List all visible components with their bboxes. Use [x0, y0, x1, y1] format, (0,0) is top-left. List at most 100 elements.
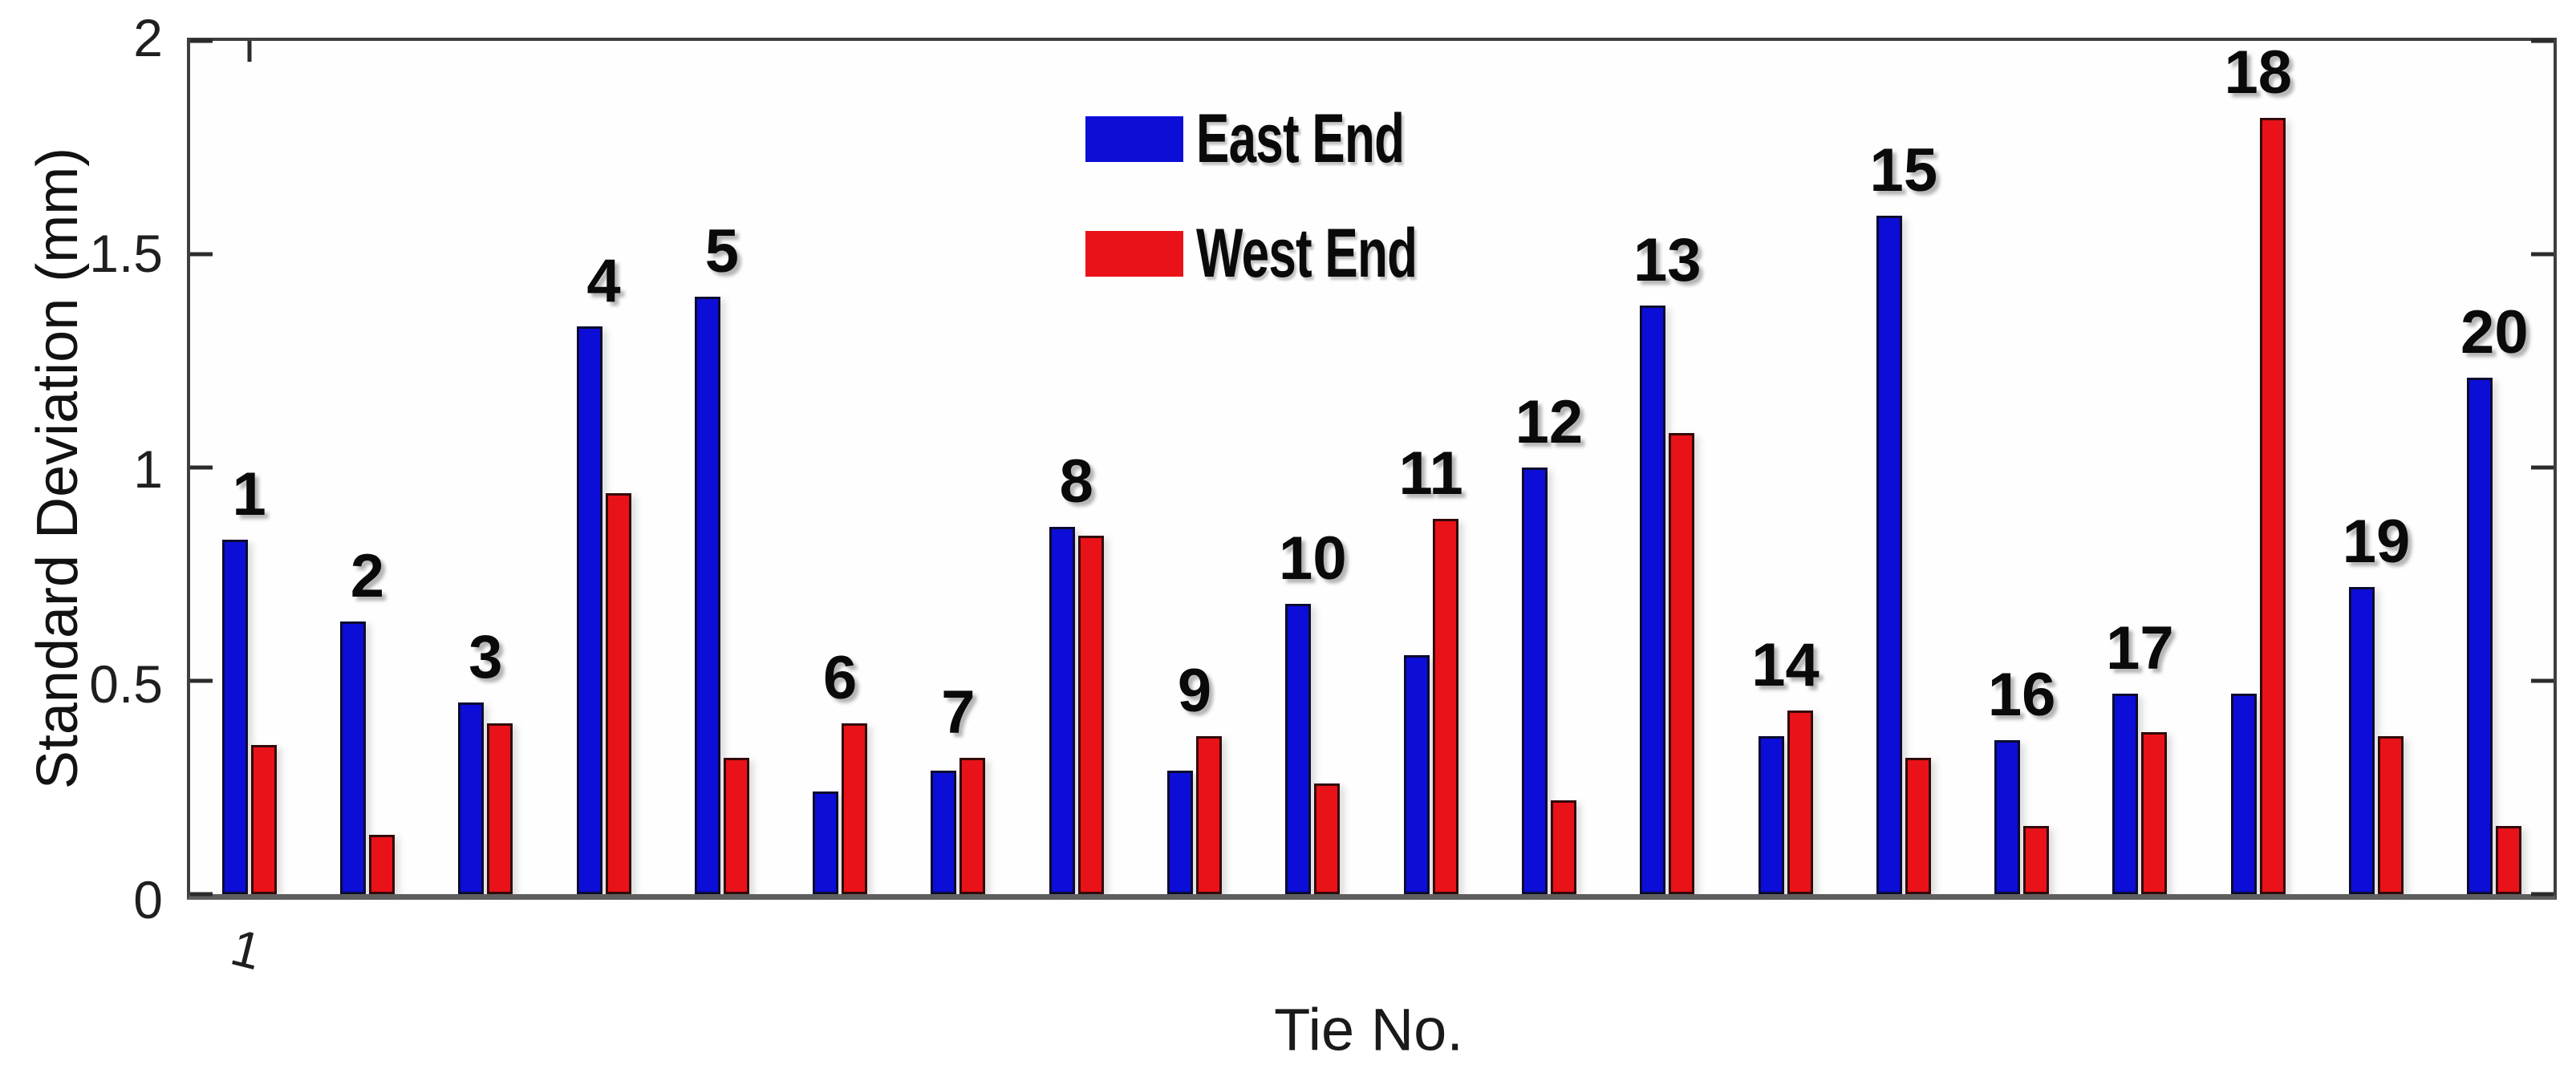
bar-group-5: 5	[663, 41, 781, 894]
bar-east-end-tie-6	[813, 791, 839, 894]
bar-group-19: 19	[2317, 41, 2435, 894]
tie-number-label-6: 6	[823, 644, 858, 713]
bar-group-18: 18	[2199, 41, 2317, 894]
tie-number-label-7: 7	[941, 678, 976, 747]
y-tick-mark-right-1.5	[2531, 252, 2554, 257]
bar-group-11: 11	[1372, 41, 1490, 894]
bar-group-14: 14	[1726, 41, 1844, 894]
bar-west-end-tie-16	[2023, 825, 2050, 894]
tie-number-label-12: 12	[1515, 388, 1584, 456]
bar-group-15: 15	[1844, 41, 1962, 894]
tie-number-label-20: 20	[2460, 298, 2529, 367]
bar-west-end-tie-10	[1314, 783, 1341, 894]
bar-group-10: 10	[1254, 41, 1372, 894]
tie-number-label-15: 15	[1869, 136, 1938, 205]
y-tick-mark-left-1	[190, 465, 213, 470]
bar-groups: 1 2 3 4 5 6 7 8 9 10 11 12 13 14 15 16 17 18 19 20	[190, 41, 2554, 894]
bar-east-end-tie-1	[221, 540, 248, 894]
legend-item-west-end: West End	[1085, 218, 1503, 289]
bar-east-end-tie-9	[1167, 770, 1194, 894]
y-tick-mark-left-0.5	[190, 678, 213, 683]
y-tick-mark-right-2	[2531, 38, 2554, 43]
bar-west-end-tie-7	[959, 757, 986, 894]
bar-west-end-tie-5	[723, 757, 749, 894]
tie-number-label-5: 5	[704, 217, 739, 286]
x-axis-title: Tie No.	[1274, 996, 1463, 1063]
tie-number-label-10: 10	[1279, 524, 1347, 593]
bar-east-end-tie-5	[694, 297, 720, 894]
bar-west-end-tie-2	[368, 834, 395, 894]
bar-west-end-tie-19	[2378, 736, 2404, 894]
tie-number-label-8: 8	[1059, 447, 1093, 516]
tie-number-label-19: 19	[2342, 507, 2411, 576]
bar-west-end-tie-20	[2496, 825, 2522, 894]
bar-east-end-tie-4	[576, 326, 602, 894]
bar-west-end-tie-8	[1077, 536, 1104, 894]
bar-west-end-tie-18	[2259, 117, 2286, 894]
y-tick-mark-right-0.5	[2531, 678, 2554, 683]
bar-east-end-tie-2	[339, 621, 366, 894]
bar-group-6: 6	[781, 41, 899, 894]
bar-west-end-tie-11	[1432, 518, 1458, 894]
plot-inner: 1 2 3 4 5 6 7 8 9 10 11 12 13 14 15 16 17 18 19 20 East End…	[190, 38, 2554, 897]
bar-west-end-tie-14	[1787, 711, 1813, 894]
y-tick-label-1.5: 1.5	[89, 223, 163, 283]
tie-number-label-11: 11	[1398, 439, 1463, 508]
bar-group-12: 12	[1490, 41, 1608, 894]
bar-east-end-tie-16	[1994, 740, 2021, 894]
bar-group-16: 16	[1963, 41, 2081, 894]
bar-east-end-tie-13	[1640, 305, 1666, 894]
bar-west-end-tie-6	[842, 723, 868, 894]
bar-west-end-tie-17	[2141, 731, 2168, 894]
x-tick-label-1: 1	[225, 917, 267, 982]
y-tick-mark-left-1.5	[190, 252, 213, 257]
bar-east-end-tie-15	[1876, 216, 1902, 894]
bar-east-end-tie-3	[458, 702, 485, 894]
y-tick-label-2: 2	[133, 8, 163, 67]
tie-number-label-1: 1	[232, 460, 266, 529]
legend: East End West End	[1085, 103, 1503, 333]
y-tick-mark-right-0	[2531, 892, 2554, 897]
bar-east-end-tie-17	[2112, 693, 2139, 894]
tie-number-label-13: 13	[1633, 225, 1702, 294]
x-tick-mark-top-1	[247, 41, 252, 62]
bar-west-end-tie-12	[1550, 800, 1576, 894]
tie-number-label-9: 9	[1177, 657, 1212, 726]
bar-group-17: 17	[2081, 41, 2199, 894]
bar-group-13: 13	[1608, 41, 1726, 894]
bar-east-end-tie-10	[1285, 604, 1312, 894]
bar-east-end-tie-19	[2349, 586, 2375, 894]
bar-group-1: 1	[190, 41, 308, 894]
y-tick-mark-left-0	[190, 892, 213, 897]
y-tick-label-0.5: 0.5	[89, 654, 163, 715]
tie-number-label-4: 4	[586, 247, 621, 316]
bar-east-end-tie-20	[2467, 378, 2493, 894]
tie-number-label-3: 3	[469, 622, 503, 691]
bar-west-end-tie-15	[1905, 757, 1931, 894]
bar-west-end-tie-3	[487, 723, 513, 894]
bar-group-4: 4	[545, 41, 663, 894]
tie-number-label-18: 18	[2224, 38, 2293, 107]
bar-east-end-tie-7	[931, 770, 957, 894]
bar-group-20: 20	[2436, 41, 2554, 894]
bar-group-2: 2	[308, 41, 426, 894]
bar-group-8: 8	[1017, 41, 1135, 894]
bar-group-9: 9	[1135, 41, 1253, 894]
bar-west-end-tie-1	[250, 744, 277, 894]
bar-east-end-tie-11	[1403, 655, 1430, 894]
bar-east-end-tie-12	[1521, 468, 1548, 894]
y-axis-tick-labels: 0 0.5 1 1.5 2	[0, 11, 187, 926]
y-tick-label-1: 1	[133, 439, 163, 499]
tie-number-label-16: 16	[1987, 661, 2056, 730]
bar-west-end-tie-9	[1196, 736, 1223, 894]
tie-number-label-17: 17	[2106, 613, 2174, 682]
tie-number-label-14: 14	[1751, 631, 1819, 700]
legend-item-east-end: East End	[1085, 103, 1503, 174]
legend-label-west-end: West End	[1196, 215, 1418, 292]
bar-east-end-tie-18	[2230, 693, 2257, 894]
bar-east-end-tie-14	[1758, 736, 1784, 894]
bar-west-end-tie-13	[1669, 433, 1695, 894]
plot-area: 1 2 3 4 5 6 7 8 9 10 11 12 13 14 15 16 17 18 19 20 East End…	[187, 38, 2557, 900]
y-tick-mark-left-2	[190, 38, 213, 43]
